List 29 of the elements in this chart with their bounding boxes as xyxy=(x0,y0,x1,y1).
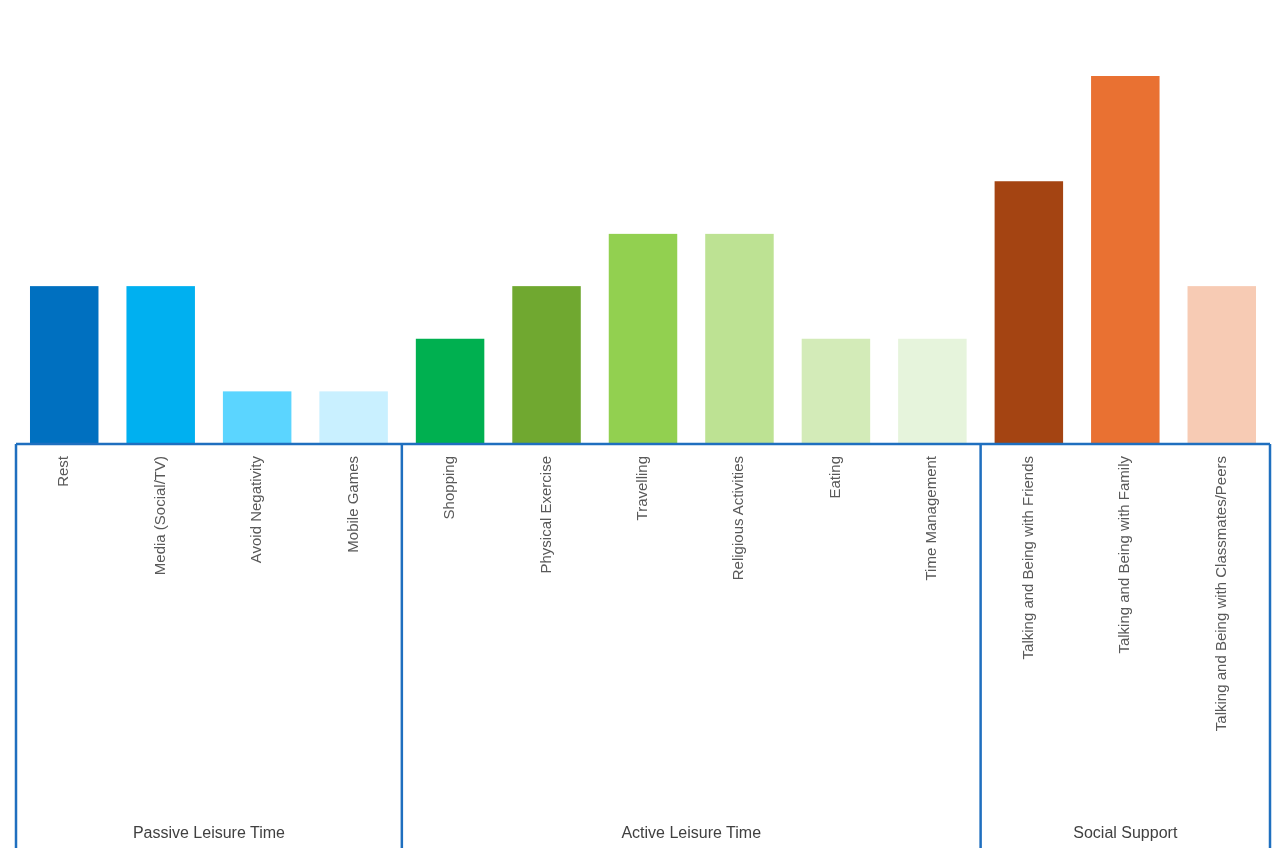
x-tick-label: Talking and Being with Family xyxy=(1115,455,1133,654)
x-tick-label: Media (Social/TV) xyxy=(150,456,168,576)
x-tick-label: Time Management xyxy=(922,455,940,581)
text: Active Leisure Time xyxy=(621,824,762,842)
bar xyxy=(898,338,967,444)
bar xyxy=(705,233,774,444)
x-tick-label: Rest xyxy=(54,455,72,487)
x-tick-label: Mobile Games xyxy=(343,456,361,553)
x-tick-label: Talking and Being with Classmates/Peers xyxy=(1211,456,1229,732)
bar xyxy=(415,338,485,444)
x-tick-label: Religious Activities xyxy=(729,456,747,581)
x-tick-label: Shopping xyxy=(440,456,458,520)
bar xyxy=(608,233,678,444)
text: Social Support xyxy=(1073,824,1178,842)
x-tick-label: Talking and Being with Friends xyxy=(1018,456,1036,660)
bar xyxy=(801,338,871,444)
x-tick-label: Physical Exercise xyxy=(536,456,554,574)
bar xyxy=(1187,286,1257,444)
bar xyxy=(1091,76,1160,444)
x-tick-label: Avoid Negativity xyxy=(247,455,265,564)
bar xyxy=(29,286,99,444)
x-tick-label: Eating xyxy=(825,456,843,499)
x-tick-label: Travelling xyxy=(632,456,650,521)
text: Passive Leisure Time xyxy=(132,824,286,842)
bar xyxy=(512,286,581,444)
bar xyxy=(126,286,195,444)
bar xyxy=(319,391,388,444)
bar xyxy=(994,181,1064,444)
bar xyxy=(222,391,292,444)
